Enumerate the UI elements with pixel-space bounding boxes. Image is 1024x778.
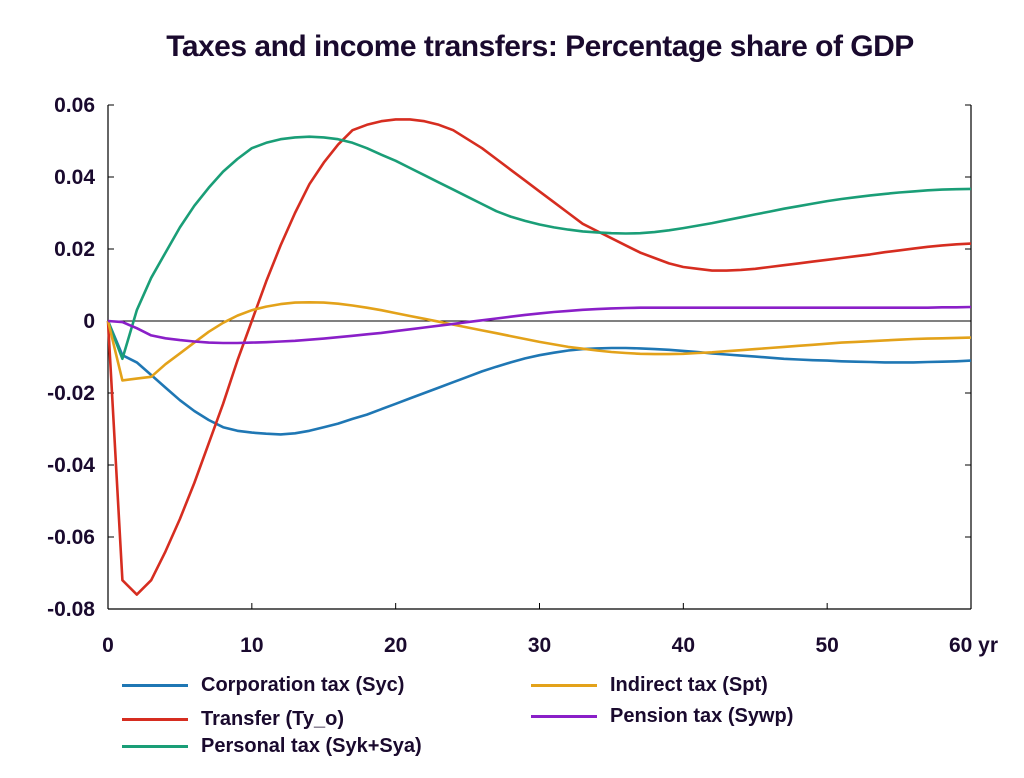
x-tick-label: 50 <box>815 634 838 657</box>
x-tick-label: 30 <box>528 634 551 657</box>
series-line-transfer-ty-o <box>106 118 972 596</box>
y-tick-label: -0.02 <box>47 382 95 405</box>
y-tick-label: 0.06 <box>54 94 95 117</box>
x-tick-label: 20 <box>384 634 407 657</box>
x-tick-label: 0 <box>102 634 114 657</box>
x-tick-label: 10 <box>240 634 263 657</box>
x-tick-label: 40 <box>672 634 695 657</box>
series-line-corporation-tax-syc <box>106 320 972 436</box>
series-line-indirect-tax-spt <box>106 301 972 382</box>
x-tick-label: 60 yr <box>949 634 998 657</box>
y-tick-label: -0.06 <box>47 526 95 549</box>
y-tick-label: 0.02 <box>54 238 95 261</box>
y-tick-label: 0 <box>83 310 95 333</box>
y-tick-label: -0.04 <box>47 454 95 477</box>
series-line-pension-tax-sywp <box>107 305 972 345</box>
chart-title: Taxes and income transfers: Percentage s… <box>166 30 914 63</box>
y-tick-label: 0.04 <box>54 166 95 189</box>
series-line-personal-tax-syk-sya <box>106 135 972 361</box>
series-lines <box>106 118 972 596</box>
y-tick-label: -0.08 <box>47 598 95 621</box>
axis-ticks: 0.06 0.04 0.02 0 -0.02 -0.04 -0.06 -0.08 0 10 20 30… <box>47 94 998 657</box>
